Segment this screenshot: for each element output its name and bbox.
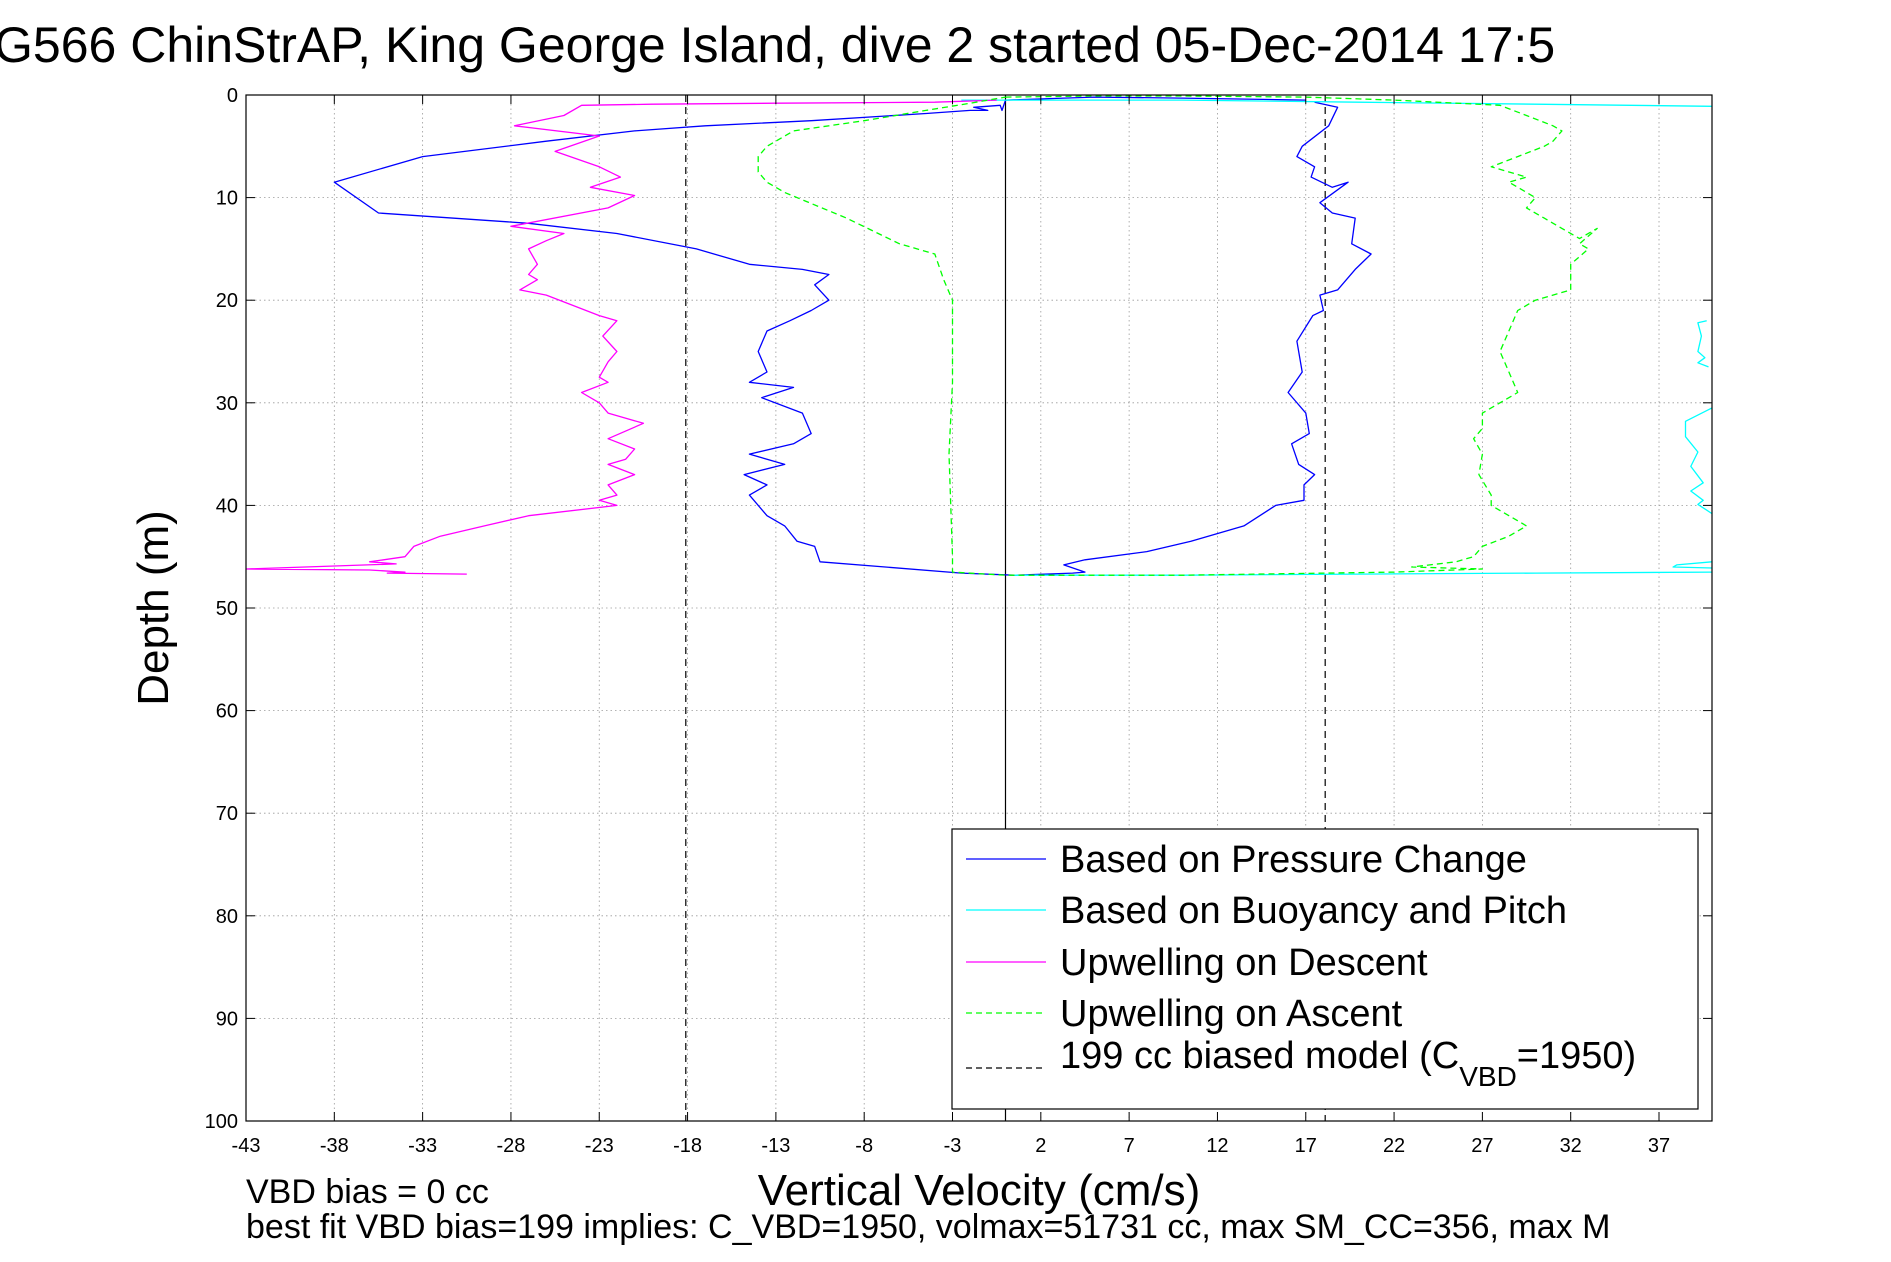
legend-label-buoyancy-pitch: Based on Buoyancy and Pitch bbox=[1060, 890, 1567, 932]
series-lines bbox=[246, 95, 1712, 576]
x-tick-label: 17 bbox=[1295, 1135, 1317, 1157]
series-line-upwelling-on-descent bbox=[246, 99, 997, 575]
x-tick-label: 27 bbox=[1471, 1135, 1493, 1157]
x-tick-label: -28 bbox=[496, 1135, 525, 1157]
y-tick-label: 30 bbox=[216, 393, 238, 415]
series-line-based-on-buoyancy-and-pitch bbox=[1684, 407, 1712, 515]
series-line-based-on-pressure-change bbox=[333, 96, 1372, 576]
series-line-based-on-buoyancy-and-pitch bbox=[961, 99, 1712, 107]
best-fit-note: best fit VBD bias=199 implies: C_VBD=195… bbox=[246, 1208, 1610, 1246]
legend-model-prefix: 199 cc biased model (C bbox=[1060, 1035, 1459, 1077]
y-tick-label: 80 bbox=[216, 906, 238, 928]
axis-ticks: -43 -38 -33 -28 -23 -18 -13 -8 -3 2 7 12 17 22 27 32 370… bbox=[205, 85, 1712, 1157]
chart-title: G566 ChinStrAP, King George Island, dive… bbox=[0, 17, 1555, 73]
legend-model-subscript: VBD bbox=[1459, 1061, 1517, 1092]
y-tick-label: 60 bbox=[216, 701, 238, 723]
x-tick-label: -18 bbox=[673, 1135, 702, 1157]
y-tick-label: 20 bbox=[216, 290, 238, 312]
x-tick-label: -23 bbox=[585, 1135, 614, 1157]
y-tick-label: 40 bbox=[216, 495, 238, 517]
x-tick-label: -3 bbox=[944, 1135, 962, 1157]
x-tick-label: 2 bbox=[1035, 1135, 1046, 1157]
legend-model-suffix: =1950) bbox=[1517, 1035, 1636, 1077]
x-tick-label: 12 bbox=[1206, 1135, 1228, 1157]
y-tick-label: 50 bbox=[216, 598, 238, 620]
y-tick-label: 70 bbox=[216, 803, 238, 825]
y-tick-label: 10 bbox=[216, 188, 238, 210]
y-tick-label: 90 bbox=[216, 1008, 238, 1030]
legend-label-upwelling-descent: Upwelling on Descent bbox=[1060, 942, 1428, 984]
series-line-upwelling-on-ascent bbox=[757, 95, 1598, 576]
series-line-based-on-buoyancy-and-pitch bbox=[1014, 571, 1712, 576]
y-tick-label: 0 bbox=[227, 85, 238, 107]
x-tick-label: 37 bbox=[1648, 1135, 1670, 1157]
legend-label-upwelling-ascent: Upwelling on Ascent bbox=[1060, 993, 1403, 1035]
y-tick-label: 100 bbox=[205, 1111, 238, 1133]
legend-box bbox=[951, 828, 1699, 1110]
y-axis-label: Depth (m) bbox=[129, 510, 178, 706]
legend-label-pressure-change: Based on Pressure Change bbox=[1060, 839, 1527, 881]
series-line-based-on-buoyancy-and-pitch bbox=[1672, 561, 1712, 569]
x-tick-label: 32 bbox=[1560, 1135, 1582, 1157]
x-tick-label: -33 bbox=[408, 1135, 437, 1157]
x-tick-label: -43 bbox=[232, 1135, 261, 1157]
x-tick-label: -13 bbox=[761, 1135, 790, 1157]
legend-label-biased-model: 199 cc biased model (CVBD=1950) bbox=[1060, 1035, 1636, 1092]
x-tick-label: 22 bbox=[1383, 1135, 1405, 1157]
x-tick-label: -38 bbox=[320, 1135, 349, 1157]
x-tick-label: -8 bbox=[855, 1135, 873, 1157]
x-tick-label: 7 bbox=[1124, 1135, 1135, 1157]
series-line-based-on-buoyancy-and-pitch bbox=[1697, 320, 1709, 368]
vbd-bias-note: VBD bias = 0 cc bbox=[246, 1173, 489, 1211]
x-axis-label: Vertical Velocity (cm/s) bbox=[758, 1166, 1201, 1215]
legend: Based on Pressure Change Based on Buoyan… bbox=[951, 828, 1699, 1110]
